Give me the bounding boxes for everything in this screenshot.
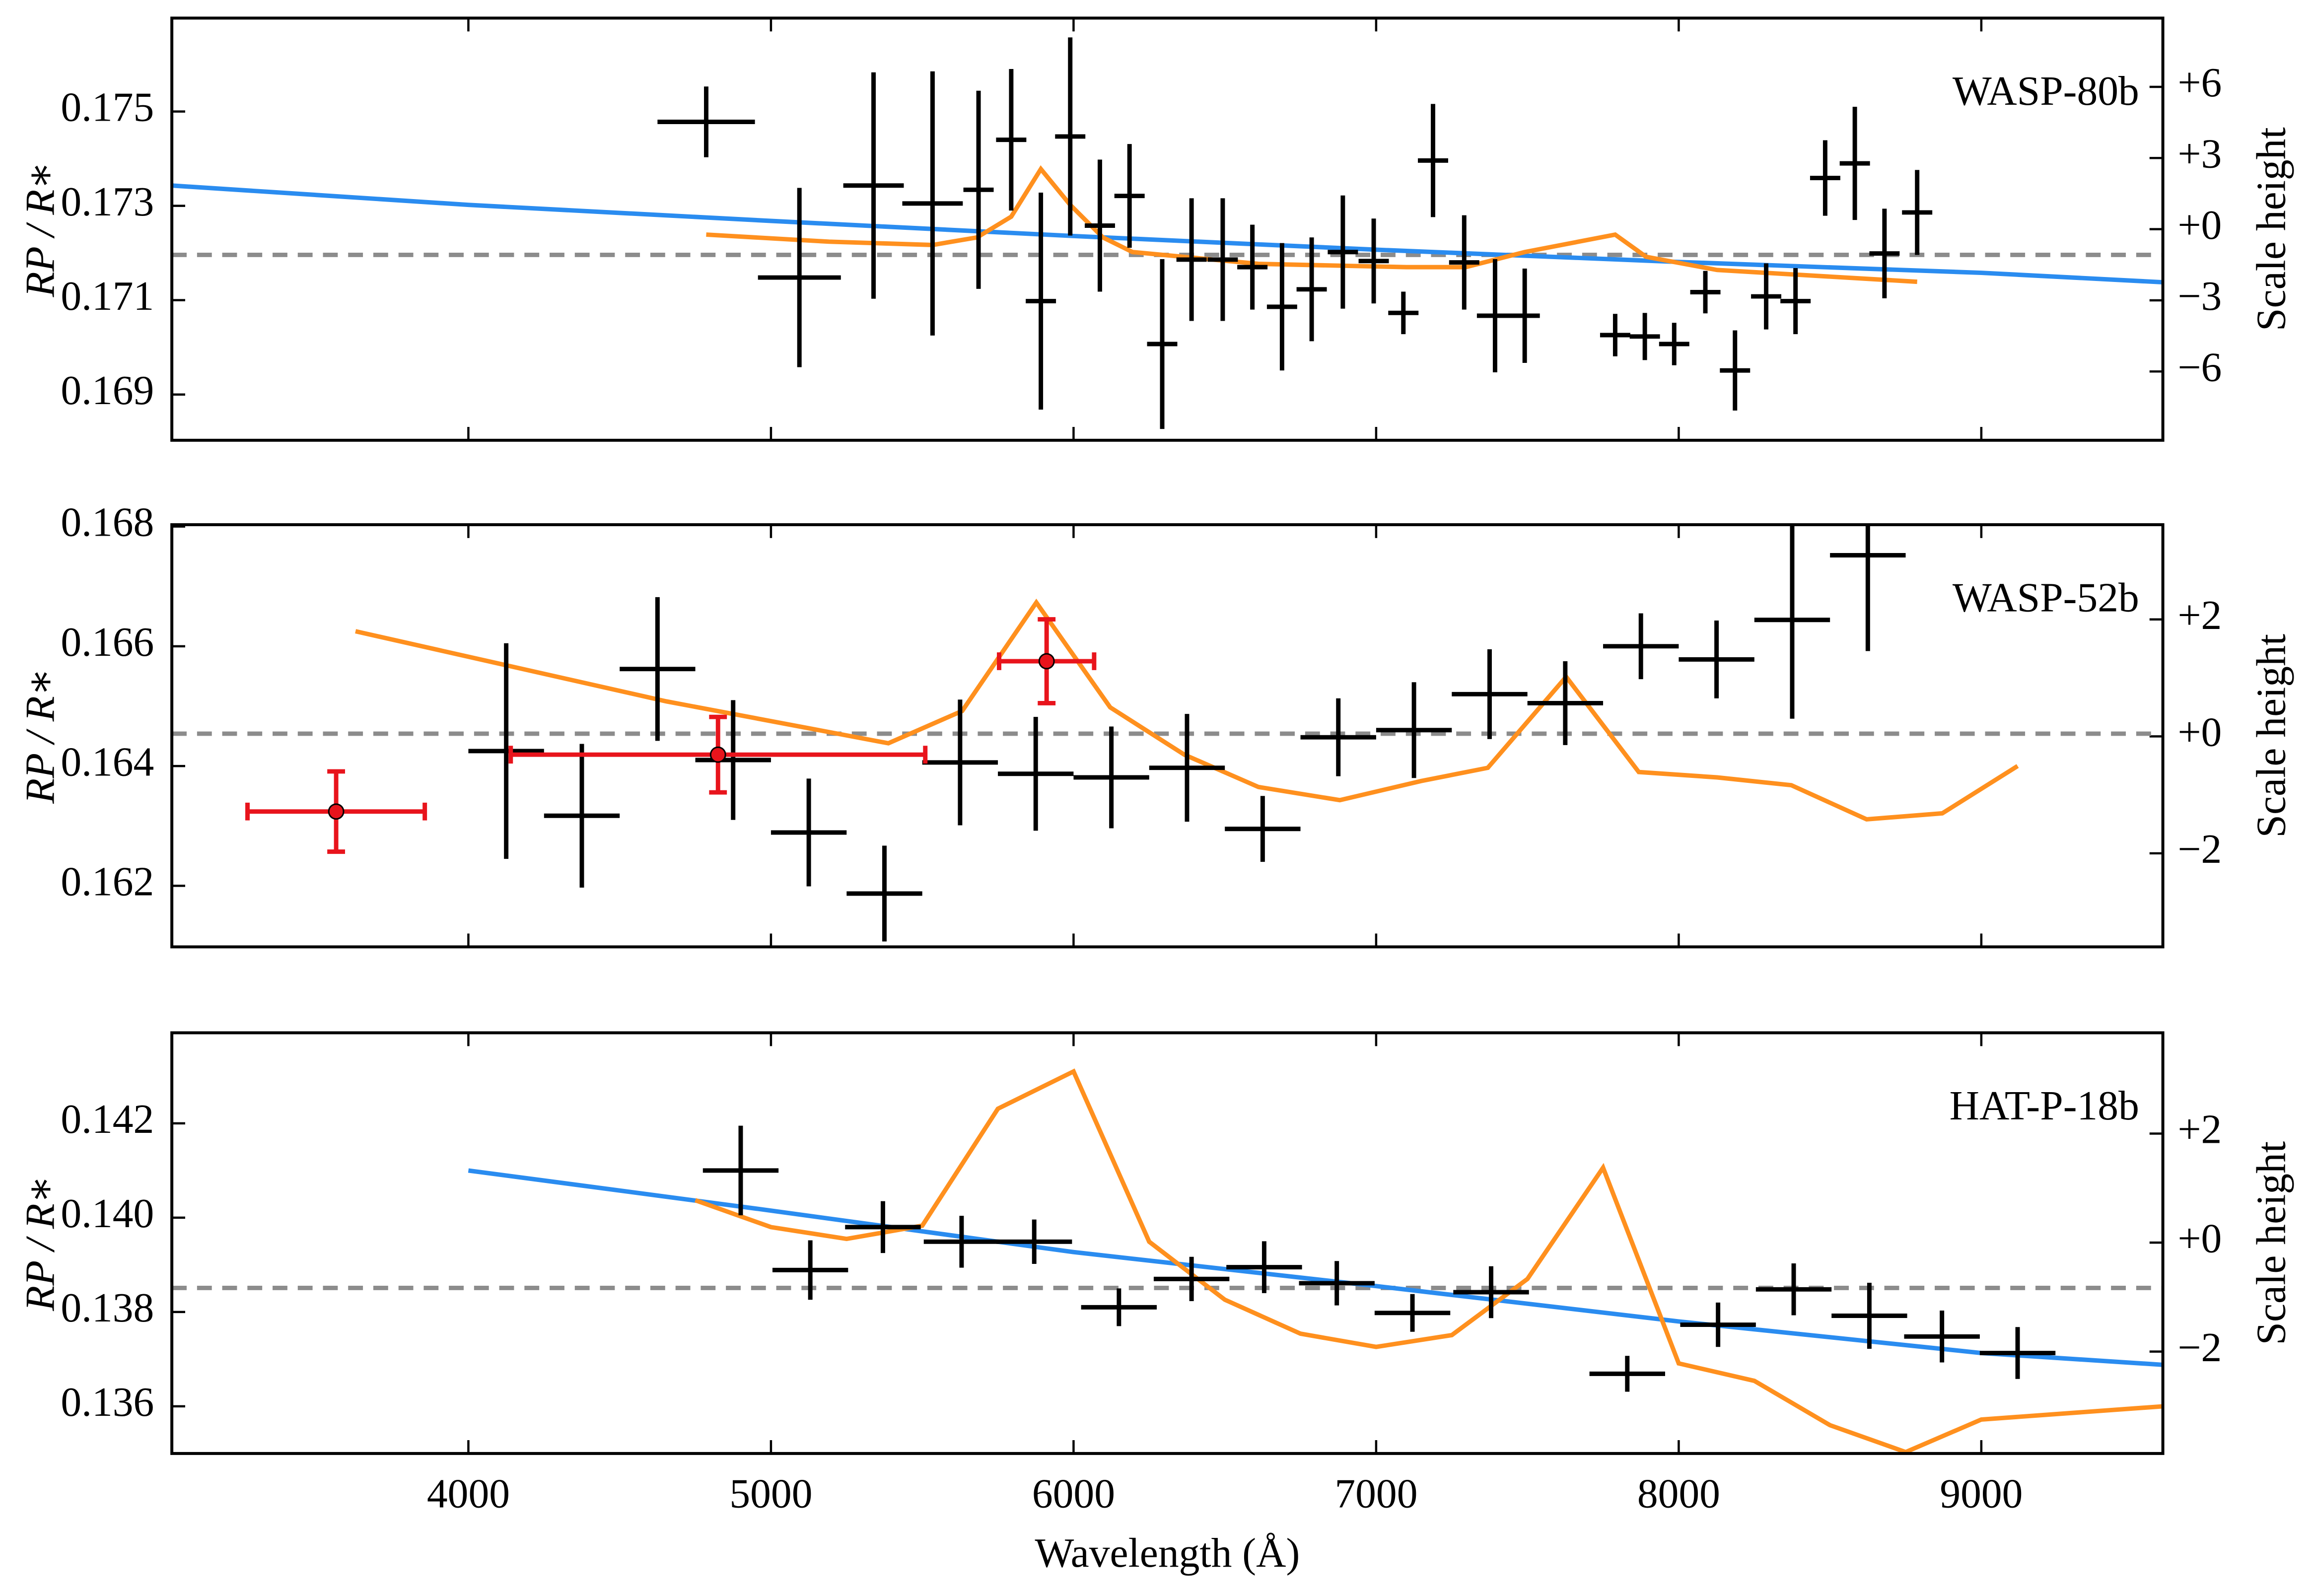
x-tick-label: 7000 — [1334, 1471, 1417, 1517]
panel: 0.169 0.171 0.173 0.175 −6 −3 +0 +3 +6 WASP-80b RP… — [18, 16, 2295, 442]
data-point — [328, 803, 345, 820]
y2-tick-label: +2 — [2177, 1107, 2222, 1153]
panel: 0.162 0.164 0.166 0.168 −2 +0 +2 WASP-52b RP / R… — [18, 500, 2295, 949]
y2-tick-label: +0 — [2177, 710, 2222, 756]
y2-tick-label: +0 — [2177, 1216, 2222, 1261]
panel-title: HAT-P-18b — [1950, 1083, 2139, 1129]
y2-tick-label: +3 — [2177, 131, 2222, 177]
y-tick-label: 0.164 — [61, 739, 154, 785]
x-tick-label: 4000 — [427, 1471, 510, 1517]
panel: 4000 5000 6000 7000 8000 9000 0.136 0.138 0.140 0… — [18, 1031, 2295, 1576]
plot-frame — [170, 523, 2165, 949]
x-tick-label: 6000 — [1032, 1471, 1115, 1517]
y-tick-label: 0.169 — [61, 368, 154, 414]
y-tick-label: 0.168 — [61, 500, 154, 546]
plot-frame — [170, 16, 2165, 442]
plot-frame — [170, 1031, 2165, 1455]
y-tick-label: 0.173 — [61, 179, 154, 225]
y2-tick-label: −6 — [2177, 345, 2222, 390]
y-tick-label: 0.140 — [61, 1191, 154, 1237]
plot-area — [172, 1068, 2163, 1454]
y-axis-label: RP / R∗ — [18, 161, 64, 297]
model-line — [695, 1068, 2163, 1454]
plot-area — [172, 524, 2163, 942]
model-line — [355, 598, 2019, 822]
y2-tick-label: +2 — [2177, 593, 2222, 638]
data-point — [1038, 653, 1055, 670]
model-line — [172, 183, 2163, 285]
y2-tick-label: −3 — [2177, 274, 2222, 319]
y-tick-label: 0.171 — [61, 274, 154, 319]
x-tick-label: 9000 — [1940, 1471, 2023, 1517]
y2-tick-label: +6 — [2177, 60, 2222, 106]
plot-area — [172, 37, 2163, 429]
y2-tick-label: −2 — [2177, 1325, 2222, 1371]
y-axis-label: RP / R∗ — [18, 668, 64, 804]
panel-title: WASP-52b — [1953, 575, 2139, 621]
data-point — [709, 746, 726, 763]
y2-axis-label: Scale height — [2249, 127, 2295, 331]
y-axis-label: RP / R∗ — [18, 1175, 64, 1311]
y-tick-label: 0.166 — [61, 620, 154, 665]
x-tick-label: 5000 — [729, 1471, 812, 1517]
model-line — [706, 165, 1917, 284]
x-axis-label: Wavelength (Å) — [1035, 1530, 1300, 1576]
y-tick-label: 0.138 — [61, 1285, 154, 1331]
y2-axis-label: Scale height — [2249, 634, 2295, 838]
x-tick-label: 8000 — [1637, 1471, 1720, 1517]
panel-title: WASP-80b — [1953, 69, 2139, 114]
y-tick-label: 0.142 — [61, 1097, 154, 1142]
y2-axis-label: Scale height — [2249, 1141, 2295, 1345]
y2-tick-label: −2 — [2177, 827, 2222, 872]
y2-tick-label: +0 — [2177, 203, 2222, 248]
y-tick-label: 0.136 — [61, 1380, 154, 1425]
y-tick-label: 0.162 — [61, 859, 154, 905]
y-tick-label: 0.175 — [61, 85, 154, 131]
